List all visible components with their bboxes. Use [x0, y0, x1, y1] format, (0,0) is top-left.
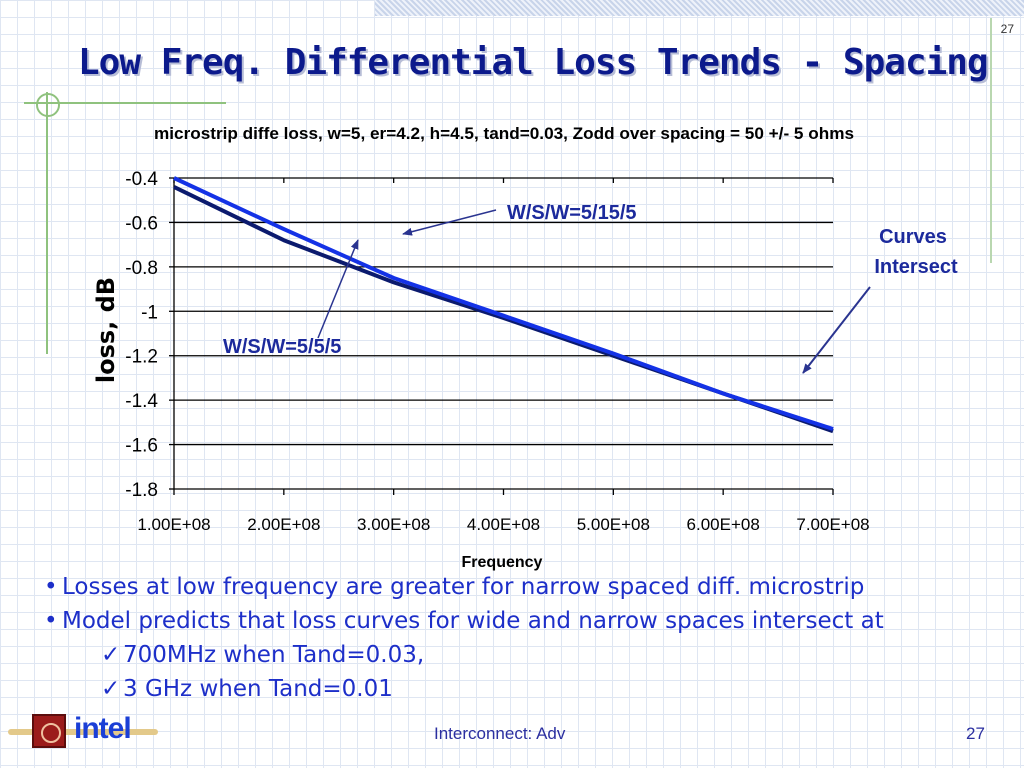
annotation-arrow-wide	[402, 209, 497, 236]
series-lines	[173, 176, 834, 434]
series-line-wide	[173, 176, 834, 431]
intel-wordmark: intel	[74, 712, 132, 745]
bullet-text: 3 GHz when Tand=0.01	[123, 676, 393, 702]
university-seal-icon	[32, 714, 66, 748]
y-tick-label: -1	[141, 302, 158, 323]
annotation-arrow-intersect	[802, 286, 871, 374]
x-tick-label: 4.00E+08	[467, 515, 540, 534]
footer-page-number: 27	[966, 724, 985, 743]
x-tick-label: 6.00E+08	[687, 515, 760, 534]
annotation-arrow-narrow	[317, 239, 359, 339]
left-decor-circle	[36, 93, 60, 117]
x-tick-label: 7.00E+08	[796, 515, 869, 534]
footer-course-name: Interconnect: Adv	[434, 724, 566, 743]
slide-number-top: 27	[1000, 22, 1014, 36]
bullet-text: 700MHz when Tand=0.03,	[123, 642, 425, 668]
intel-logo: intel	[8, 712, 158, 752]
y-tick-label: -0.6	[125, 213, 158, 234]
x-tick-label: 3.00E+08	[357, 515, 430, 534]
checkmark-icon: ✓	[101, 676, 121, 702]
y-tick-label: -0.8	[125, 258, 158, 279]
y-tick-label: -0.4	[125, 169, 158, 190]
x-tick-label: 2.00E+08	[247, 515, 320, 534]
y-tick-label: -1.6	[125, 436, 158, 457]
y-tick-label: -1.4	[125, 391, 158, 412]
bullet-text: Losses at low frequency are greater for …	[62, 574, 865, 600]
slide-title: Low Freq. Differential Loss Trends - Spa…	[78, 42, 989, 83]
x-tick-labels: 1.00E+08 2.00E+08 3.00E+08 4.00E+08 5.00E+08…	[137, 515, 869, 534]
y-tick-labels: -0.4 -0.6 -0.8 -1 -1.2 -1.4 -1.6 -1.8	[125, 169, 158, 501]
chart-title: microstrip diffe loss, w=5, er=4.2, h=4.…	[154, 124, 854, 143]
checkmark-icon: ✓	[101, 642, 121, 668]
bullet-item: • Model predicts that loss curves for wid…	[44, 604, 884, 638]
x-axis-label: Frequency	[462, 554, 543, 571]
loss-chart: microstrip diffe loss, w=5, er=4.2, h=4.…	[92, 124, 958, 571]
top-decor-band	[375, 0, 1024, 16]
bullet-text: Model predicts that loss curves for wide…	[62, 608, 884, 634]
annotation-intersect-line1: Curves	[879, 226, 947, 248]
x-tick-label: 5.00E+08	[577, 515, 650, 534]
y-axis-label: loss, dB	[92, 277, 120, 383]
y-tick-label: -1.8	[125, 480, 158, 501]
annotation-wide-label: W/S/W=5/15/5	[507, 202, 637, 224]
right-decor-rule	[990, 18, 992, 263]
left-decor-rule-horizontal	[24, 102, 226, 104]
bullet-list: • Losses at low frequency are greater for…	[44, 570, 884, 706]
x-tick-label: 1.00E+08	[137, 515, 210, 534]
annotation-intersect-line2: Intersect	[874, 256, 958, 278]
sub-bullet-item: ✓ 700MHz when Tand=0.03,	[44, 638, 884, 672]
bullet-mark: •	[44, 574, 58, 600]
bullet-item: • Losses at low frequency are greater for…	[44, 570, 884, 604]
sub-bullet-item: ✓ 3 GHz when Tand=0.01	[44, 672, 884, 706]
chart-axes	[169, 177, 834, 495]
bullet-mark: •	[44, 608, 58, 634]
annotation-narrow-label: W/S/W=5/5/5	[223, 336, 341, 358]
left-decor-rule-vertical	[46, 92, 48, 354]
logo-bar	[8, 729, 158, 735]
y-tick-label: -1.2	[125, 347, 158, 368]
